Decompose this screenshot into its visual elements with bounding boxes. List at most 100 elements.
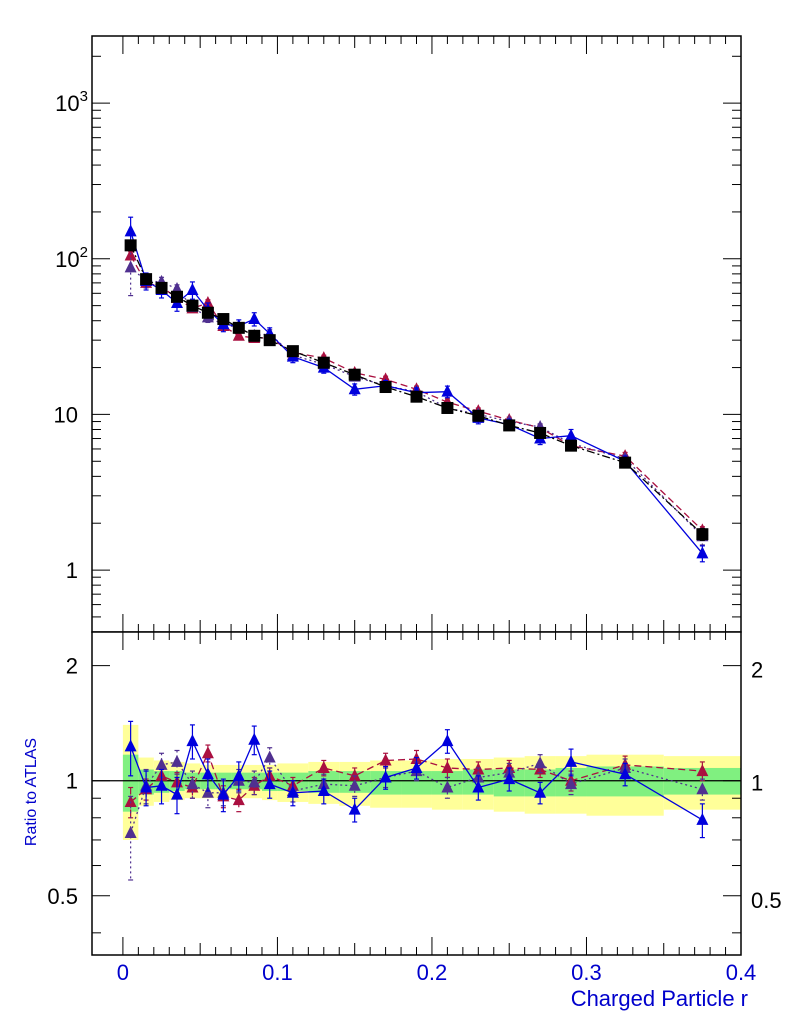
ratio-triangle-marker	[232, 768, 245, 781]
main-square-marker	[155, 281, 168, 294]
ratio-triangle-marker	[472, 780, 485, 793]
main-square-marker	[140, 273, 153, 286]
ratio-triangle-marker	[263, 750, 276, 763]
ratio-triangle-marker	[155, 778, 168, 791]
ratio-frame	[91, 631, 742, 956]
ratio-triangle-marker	[348, 778, 361, 791]
main-square-marker	[248, 329, 261, 342]
ratio-triangle-marker	[534, 785, 547, 798]
main-square-marker	[696, 528, 709, 541]
main-square-marker	[348, 368, 361, 381]
main-y-tick-base: 10	[55, 91, 79, 116]
x-axis-title: Charged Particle r	[571, 986, 748, 1011]
main-series-line	[130, 266, 703, 537]
main-triangle-marker	[186, 283, 199, 296]
ratio-y-tick-label-right: 1	[751, 771, 763, 796]
main-square-marker	[317, 356, 330, 369]
main-y-tick-label: 10	[54, 402, 78, 427]
ratio-triangle-marker	[696, 764, 709, 777]
main-square-marker	[186, 299, 199, 312]
ratio-y-tick-label: 1	[66, 769, 78, 794]
main-y-tick-base: 1	[66, 558, 78, 583]
ratio-triangle-marker	[140, 780, 153, 793]
ratio-triangle-marker	[124, 739, 137, 752]
ratio-triangle-marker	[232, 793, 245, 806]
main-y-tick-exponent: 2	[80, 244, 88, 261]
ratio-y-tick-label: 0.5	[47, 884, 78, 909]
ratio-series-line	[130, 751, 703, 803]
main-square-marker	[124, 239, 137, 252]
ratio-triangle-marker	[217, 787, 230, 800]
main-series-line	[130, 245, 703, 535]
main-series-line	[130, 255, 703, 531]
ratio-triangle-marker	[503, 772, 516, 785]
ratio-triangle-marker	[124, 825, 137, 838]
ratio-triangle-marker	[441, 734, 454, 747]
main-y-tick-label: 102	[55, 244, 88, 272]
main-triangle-marker	[565, 428, 578, 441]
ratio-y-tick-label-right: 0.5	[751, 888, 782, 913]
main-plot-area	[92, 36, 741, 632]
ratio-triangle-marker	[379, 770, 392, 783]
ratio-triangle-marker	[565, 777, 578, 790]
ratio-inner-band	[401, 771, 432, 795]
ratio-triangle-marker	[186, 734, 199, 747]
ratio-triangle-marker	[441, 760, 454, 773]
ratio-triangle-marker	[248, 775, 261, 788]
main-triangle-marker	[124, 224, 137, 237]
ratio-triangle-marker	[696, 782, 709, 795]
main-y-tick-label: 103	[55, 88, 88, 116]
ratio-y-axis-title: Ratio to ATLAS	[23, 738, 40, 846]
main-square-marker	[410, 390, 423, 403]
main-series-line	[129, 231, 703, 554]
main-square-marker	[619, 456, 632, 469]
ratio-triangle-marker	[170, 754, 183, 767]
ratio-y-tick-label: 2	[66, 654, 78, 679]
main-triangle-marker	[232, 328, 245, 341]
main-triangle-marker	[124, 260, 137, 273]
ratio-triangle-marker	[201, 746, 214, 759]
ratio-inner-band	[122, 754, 139, 812]
main-y-tick-base: 10	[55, 247, 79, 272]
ratio-triangle-marker	[201, 785, 214, 798]
ratio-triangle-marker	[348, 768, 361, 781]
main-square-marker	[286, 345, 299, 358]
ratio-triangle-marker	[124, 794, 137, 807]
ratio-triangle-marker	[534, 762, 547, 775]
ratio-triangle-marker	[201, 767, 214, 780]
main-square-marker	[379, 381, 392, 394]
main-square-marker	[201, 306, 214, 319]
x-tick-label: 0.3	[571, 960, 602, 985]
main-y-tick-base: 10	[54, 402, 78, 427]
ratio-triangle-marker	[317, 760, 330, 773]
x-tick-label: 0	[117, 960, 129, 985]
main-square-marker	[217, 313, 230, 326]
ratio-panel: 0.5 0.5 1 1 2 2 0 0.1 0.2 0.3 0.4	[47, 631, 782, 985]
ratio-triangle-marker	[155, 757, 168, 770]
ratio-y-tick-label-right: 2	[751, 658, 763, 683]
main-triangle-marker	[248, 312, 261, 325]
x-tick-label: 0.2	[417, 960, 448, 985]
ratio-triangle-marker	[441, 780, 454, 793]
ratio-triangle-marker	[565, 754, 578, 767]
ratio-triangle-marker	[263, 777, 276, 790]
ratio-triangle-marker	[534, 756, 547, 769]
ratio-triangle-marker	[379, 753, 392, 766]
ratio-triangle-marker	[410, 760, 423, 773]
main-square-marker	[503, 419, 516, 432]
ratio-triangle-marker	[619, 767, 632, 780]
main-triangle-marker	[348, 382, 361, 395]
main-square-marker	[170, 290, 183, 303]
main-square-marker	[263, 334, 276, 347]
main-square-marker	[232, 321, 245, 334]
ratio-triangle-marker	[286, 785, 299, 798]
ratio-triangle-marker	[170, 787, 183, 800]
ratio-series-line	[129, 738, 703, 821]
main-square-marker	[472, 409, 485, 422]
ratio-triangle-marker	[696, 812, 709, 825]
ratio-triangle-marker	[248, 732, 261, 745]
x-tick-label: 0.1	[262, 960, 293, 985]
main-triangle-marker	[696, 546, 709, 559]
